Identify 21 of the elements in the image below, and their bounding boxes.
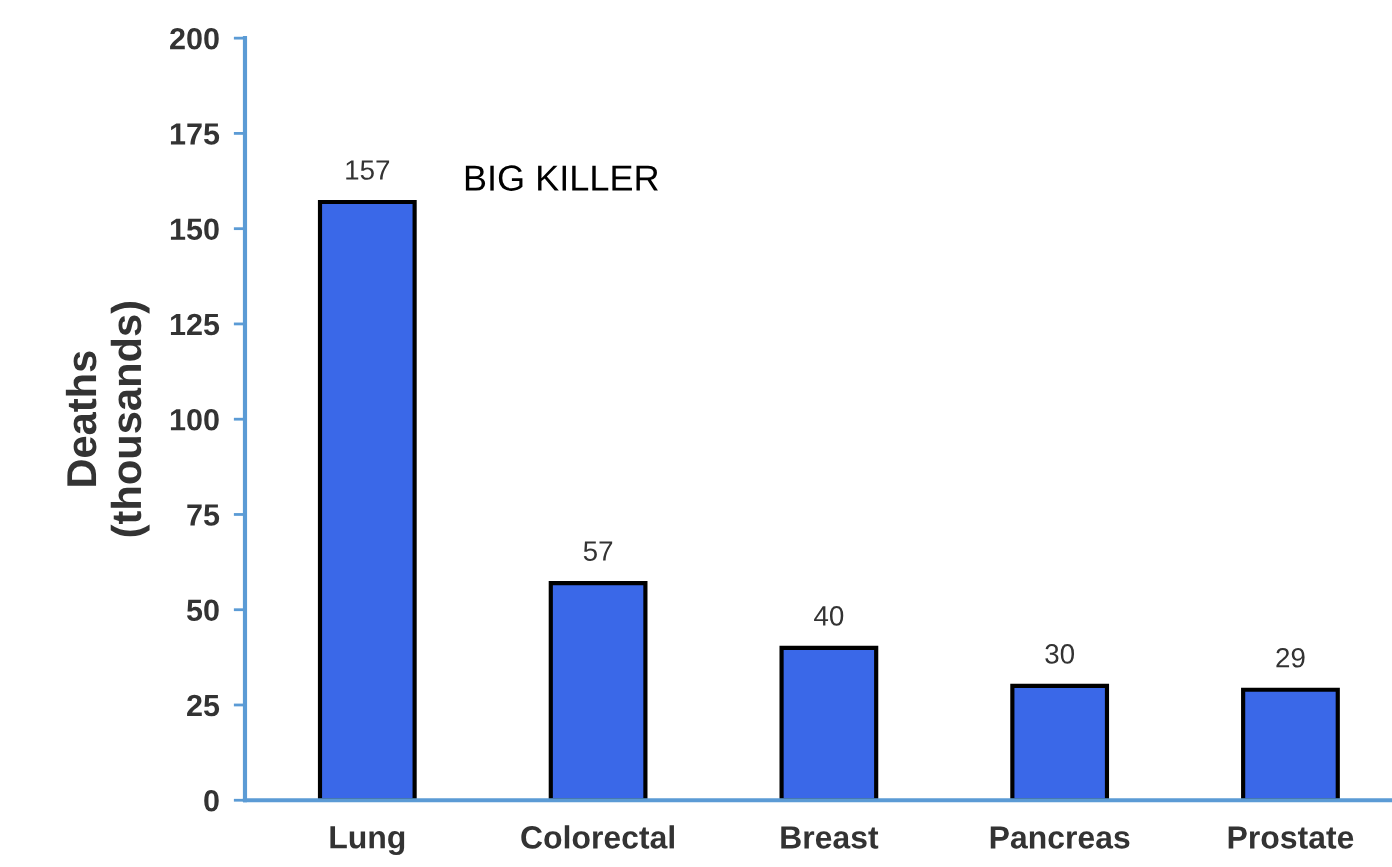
y-tick-label: 200 <box>170 27 219 50</box>
y-axis-title: Deaths (thousands) <box>65 302 150 537</box>
y-tick-label: 50 <box>186 599 219 622</box>
data-label: 57 <box>583 541 613 561</box>
x-tick-label: Colorectal <box>521 825 674 849</box>
y-tick-label: 100 <box>170 408 219 431</box>
data-label: 30 <box>1045 644 1075 664</box>
annotation: BIG KILLER <box>465 165 658 191</box>
data-label: 40 <box>814 606 844 626</box>
y-tick-label: 25 <box>187 694 220 717</box>
x-tick-label: Breast <box>781 826 879 849</box>
data-label: 157 <box>346 160 390 180</box>
y-tick-label: 0 <box>204 789 219 812</box>
y-tick-label: 75 <box>187 504 220 526</box>
x-tick-label: Pancreas <box>990 826 1130 849</box>
x-tick-label: Prostate <box>1228 826 1354 849</box>
x-tick-label: Lung <box>330 826 405 856</box>
y-tick-label: 175 <box>170 123 220 145</box>
data-label: 29 <box>1276 647 1305 668</box>
y-tick-label: 125 <box>170 313 220 336</box>
y-tick-label: 150 <box>170 218 219 241</box>
